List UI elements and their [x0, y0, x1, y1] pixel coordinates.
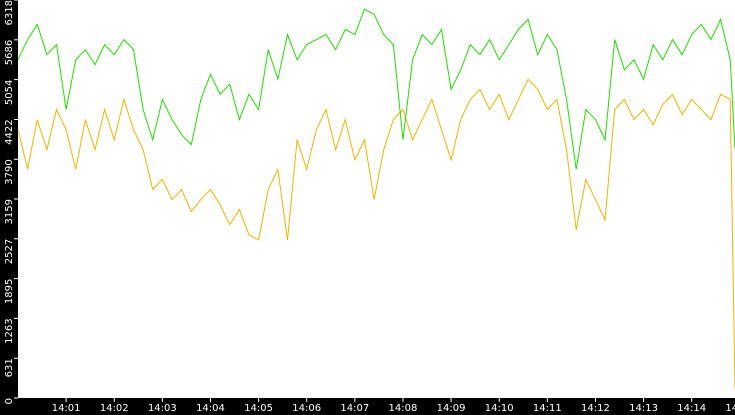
- y-tick-label: 3790: [4, 159, 15, 184]
- series-line: [17, 8, 735, 170]
- x-tick-label: 14:06: [292, 403, 321, 414]
- x-tick-label: 14:09: [437, 403, 466, 414]
- y-tick-label: 631: [4, 358, 15, 377]
- x-tick-label: 14:08: [389, 403, 418, 414]
- x-tick-label: 14:04: [196, 403, 225, 414]
- x-tick-label: 14:14: [677, 403, 706, 414]
- y-tick-label: 0: [4, 398, 15, 404]
- x-tick-label: 14:10: [485, 403, 514, 414]
- x-tick-label: 14:05: [244, 403, 273, 414]
- x-tick-label: 14:07: [340, 403, 369, 414]
- x-tick-label: 14:11: [533, 403, 562, 414]
- series-line: [17, 78, 735, 389]
- plot-area: [18, 0, 735, 398]
- x-tick-label: 14:15: [725, 403, 735, 414]
- y-tick-label: 5686: [4, 40, 15, 65]
- y-tick-label: 4422: [4, 119, 15, 144]
- y-tick-label: 5054: [4, 80, 15, 105]
- y-tick-label: 1263: [4, 318, 15, 343]
- x-tick-label: 14:01: [52, 403, 81, 414]
- y-tick-label: 1895: [4, 279, 15, 304]
- x-tick-label: 14:13: [629, 403, 658, 414]
- y-tick-label: 2527: [4, 239, 15, 264]
- y-tick-label: 6318: [4, 0, 15, 25]
- y-tick-label: 3159: [4, 199, 15, 224]
- x-tick-label: 14:12: [581, 403, 610, 414]
- x-tick-label: 14:02: [100, 403, 129, 414]
- x-tick-label: 14:03: [148, 403, 177, 414]
